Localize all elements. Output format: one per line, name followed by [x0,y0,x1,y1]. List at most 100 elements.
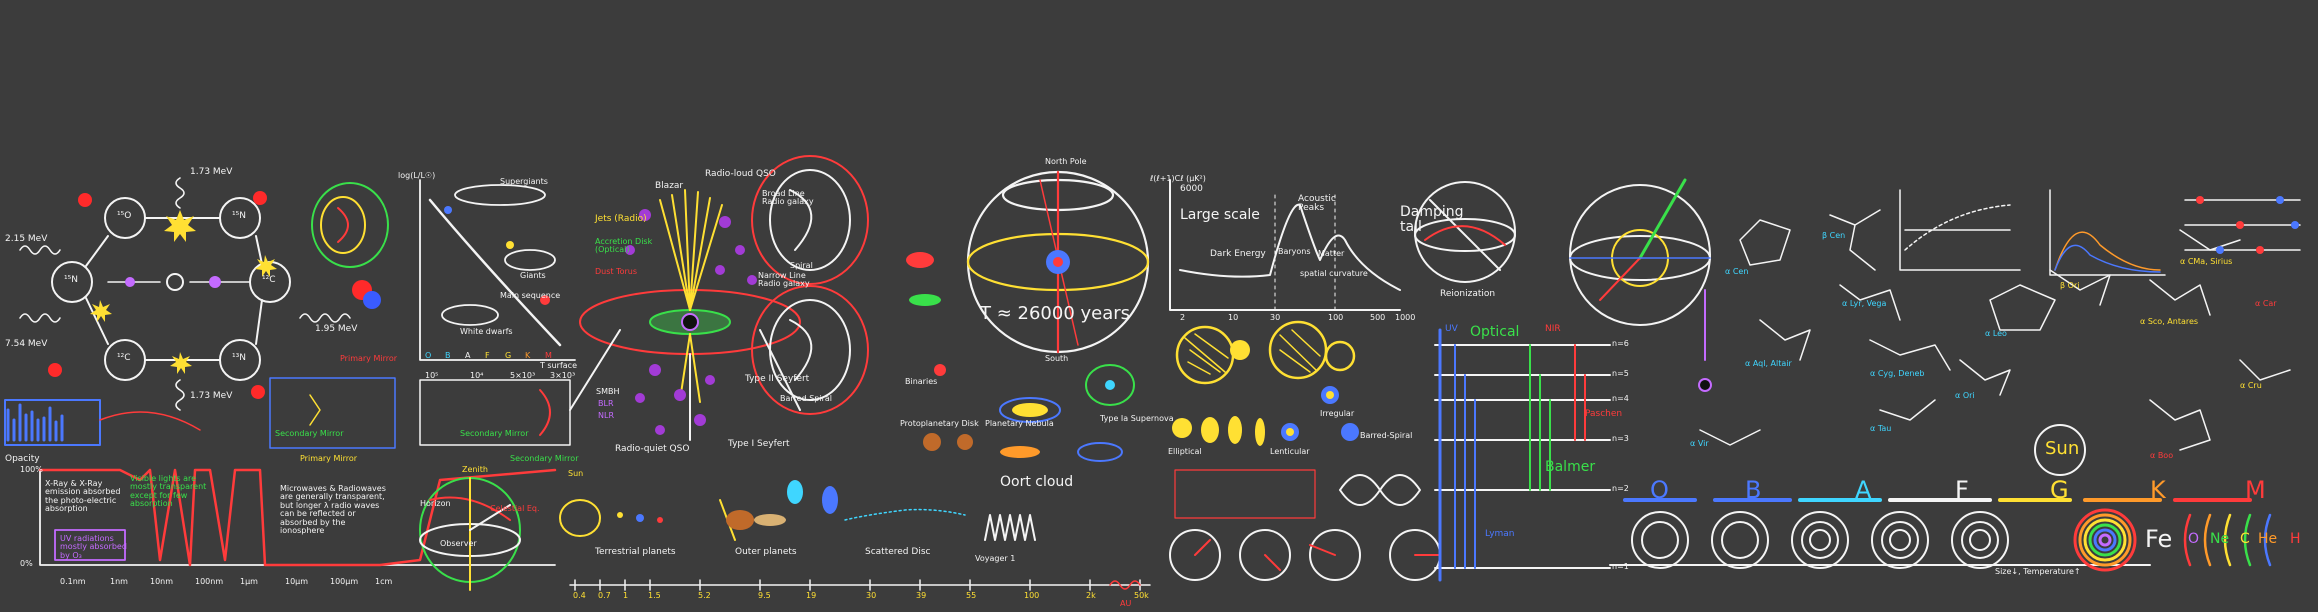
energy-215: 2.15 MeV [5,234,48,244]
const-label-0: α Cen [1725,267,1749,276]
const-label-13: α Vir [1690,439,1709,448]
armillary-sphere-right [1569,178,1711,326]
class-sun: Sun [2045,438,2080,459]
class-m: M [2245,476,2266,504]
lattice-diagram [2184,196,2301,254]
ss-outer: Outer planets [735,547,797,557]
spec-optical: Optical [1470,324,1520,340]
hr-spectral-o: O [425,351,432,360]
opacity-tick-3: 100nm [195,577,224,586]
au-tick-8: 39 [916,591,927,600]
au-tick-11: 2k [1086,591,1096,600]
const-label-1: β Cen [1822,231,1846,240]
telescope-panels [269,377,571,449]
const-label-7: α Sco, Antares [2140,317,2199,326]
cmb-matter: Matter [1318,249,1345,258]
hr-diagram [419,179,576,361]
solar-system-objects [559,480,1036,541]
opacity-tick-7: 1cm [375,577,393,586]
au-tick-9: 55 [966,591,977,600]
const-label-8: α CMa, Sirius [2180,257,2233,266]
gal-type-ia: Type Ia Supernova [1100,414,1174,423]
class-f: F [1955,476,1969,504]
stellar-axis: Size↓, Temperature↑ [1995,567,2081,576]
gal-binaries: Binaries [905,377,938,386]
const-label-4: α Cyg, Deneb [1870,369,1925,378]
ss-voyager: Voyager 1 [975,554,1016,563]
ss-terrestrial: Terrestrial planets [595,547,676,557]
constellation-figures [1699,209,2291,451]
roche-lobe-diagram [311,182,389,309]
const-label-3: α Aql, Altair [1745,359,1792,368]
spec-nir: NIR [1545,324,1561,334]
const-label-9: α Boo [2150,451,2174,460]
gal-barred: Barred-Spiral [1360,431,1413,440]
blue-spectrum-box [4,399,201,446]
nucleus-c12-label: ¹²C [262,275,276,285]
cmb-x500: 500 [1370,313,1386,322]
hr-temp-1: 10⁵ [425,371,439,380]
nucleus-n15-left [51,261,93,303]
agn-type2: Type II Seyfert [745,374,810,384]
xray-note: X-Ray & X-Ray emission absorbed the phot… [45,479,121,514]
au-unit: AU [1120,599,1132,608]
hr-spectral-k: K [525,351,531,360]
ss-oort: Oort cloud [1000,474,1074,490]
level-n3: n=3 [1612,434,1629,443]
sky-observer: Observer [440,539,477,548]
mini-charts [1899,189,2166,276]
nucleus-n15-label: ¹⁵N [232,211,246,221]
agn-radio-quiet: Radio-quiet QSO [615,444,690,454]
const-label-2: α Lyr, Vega [1842,299,1887,308]
const-label-6: β Ori [2060,281,2080,290]
const-label-12: α Tau [1870,424,1892,433]
au-scale-bar [569,579,1151,591]
au-tick-1: 0.7 [598,591,611,600]
elliptical-galaxies [1172,386,1359,446]
opacity-tick-2: 10nm [150,577,174,586]
sky-celestial-eq: Celestial Eq. [490,504,540,513]
cmb-acoustic: Acoustic Peaks [1298,194,1336,214]
visible-note: Visible lights are mostly transparent ex… [130,474,207,509]
precession-period: T ≈ 26000 years [980,303,1131,324]
nucleus-n13-label: ¹³N [232,353,246,363]
cmb-dark-energy: Dark Energy [1210,249,1266,259]
const-label-11: α Leo [1985,329,2007,338]
gal-protoplanetary: Protoplanetary Disk [900,419,979,428]
opacity-tick-1: 1nm [110,577,128,586]
const-label-14: α Car [2255,299,2277,308]
hydrogen-energy-levels [1434,328,1611,582]
const-label-5: α Ori [1955,391,1975,400]
uv-note: UV radiations mostly absorbed by O₃ [60,534,127,560]
celestial-sphere [419,477,521,591]
const-label-10: α Cru [2240,381,2262,390]
onion-shell-star [2073,508,2137,572]
blackhole-marker [1698,289,1712,392]
hr-spectral-m: M [545,351,552,360]
level-n2: n=2 [1612,484,1629,493]
gal-spiral: Spiral [790,261,813,270]
binary-stars [1175,320,1356,385]
precession-south: South [1045,354,1069,363]
level-n4: n=4 [1612,394,1629,403]
hr-ylabel: log(L/L☉) [398,171,436,180]
element-h: H [2290,531,2301,547]
au-tick-2: 1 [623,591,629,600]
nucleus-center [166,273,184,291]
au-tick-5: 9.5 [758,591,771,600]
opacity-tick-0: 0.1nm [60,577,86,586]
hr-temp-2: 10⁴ [470,371,484,380]
orbit-phase-circles [1169,529,1441,581]
nucleus-o15-label: ¹⁵O [117,211,132,221]
gal-planetary: Planetary Nebula [985,419,1054,428]
hr-xlabel: T surface [540,361,577,370]
class-a: A [1855,476,1872,504]
mirror-secondary-2: Secondary Mirror [460,429,529,438]
au-tick-12: 50k [1134,591,1149,600]
spiral-galaxy-diagrams [751,155,869,415]
spec-uv: UV [1445,324,1458,334]
cmb-reionization: Reionization [1440,289,1496,299]
opacity-tick-5: 10μm [285,577,309,586]
